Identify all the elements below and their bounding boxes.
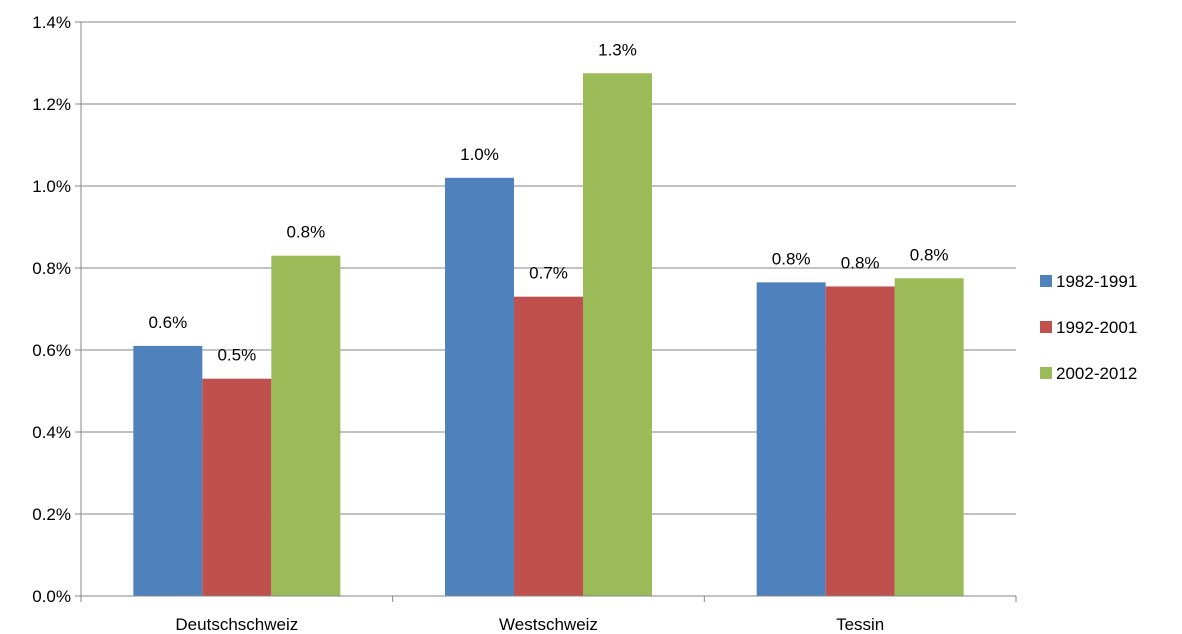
bar <box>583 73 652 596</box>
bar <box>445 177 514 597</box>
axes <box>75 21 1017 602</box>
y-tick-label: 1.2% <box>32 95 71 114</box>
data-label: 0.8% <box>910 245 949 264</box>
x-axis-category-labels: Deutschschweiz Westschweiz Tessin <box>175 615 884 634</box>
legend-label: 1982-1991 <box>1056 272 1137 291</box>
bar <box>202 378 272 596</box>
data-label: 1.0% <box>460 145 499 164</box>
bar <box>133 345 203 596</box>
data-labels: 0.6% 0.5% 0.8% 1.0% 0.7% 1.3% 0.8% 0.8% 0.8% <box>148 40 948 364</box>
legend-label: 2002-2012 <box>1056 364 1137 383</box>
bar <box>894 278 964 596</box>
x-category-label: Westschweiz <box>499 615 598 634</box>
bar <box>514 296 583 596</box>
y-tick-label: 0.0% <box>32 587 71 606</box>
data-label: 0.5% <box>217 346 256 365</box>
legend: 1982-1991 1992-2001 2002-2012 <box>1040 272 1137 383</box>
y-tick-label: 0.6% <box>32 341 71 360</box>
data-label: 0.7% <box>529 264 568 283</box>
data-label: 1.3% <box>598 40 637 59</box>
y-tick-label: 1.4% <box>32 13 71 32</box>
bars <box>133 73 964 597</box>
y-tick-label: 0.2% <box>32 505 71 524</box>
x-category-label: Tessin <box>836 615 884 634</box>
y-tick-label: 1.0% <box>32 177 71 196</box>
data-label: 0.6% <box>148 313 187 332</box>
data-label: 0.8% <box>841 253 880 272</box>
legend-swatch <box>1040 275 1052 287</box>
bar <box>756 282 826 596</box>
y-axis-tick-labels: 0.0% 0.2% 0.4% 0.6% 0.8% 1.0% 1.2% 1.4% <box>32 13 71 606</box>
data-label: 0.8% <box>772 249 811 268</box>
data-label: 0.8% <box>286 223 325 242</box>
legend-swatch <box>1040 367 1052 379</box>
bar <box>271 255 341 596</box>
x-category-label: Deutschschweiz <box>175 615 298 634</box>
y-tick-label: 0.4% <box>32 423 71 442</box>
legend-swatch <box>1040 321 1052 333</box>
y-tick-label: 0.8% <box>32 259 71 278</box>
bar <box>825 286 895 596</box>
legend-label: 1992-2001 <box>1056 318 1137 337</box>
